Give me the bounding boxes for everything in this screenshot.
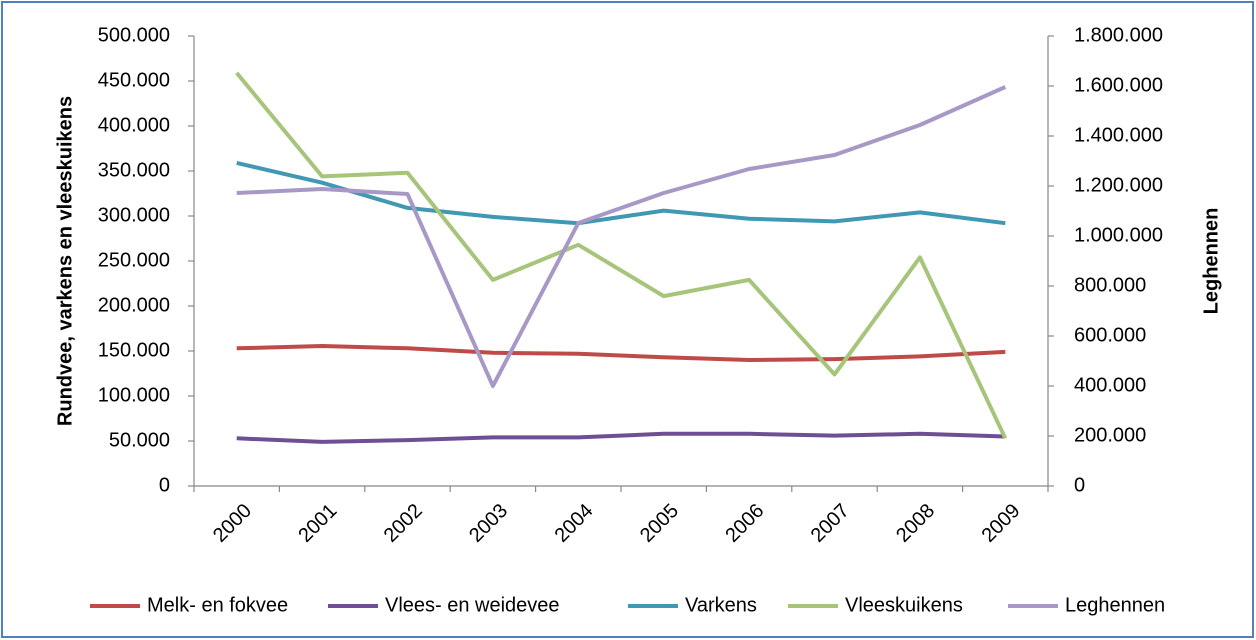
series-line [236,344,1006,362]
y2-tick-label: 800.000 [1074,274,1146,296]
y-tick-label: 150.000 [98,339,170,361]
y-tick-label: 0 [159,474,170,496]
y-tick-label: 350.000 [98,159,170,181]
y-tick-label: 50.000 [109,429,170,451]
y2-tick-label: 1.000.000 [1074,224,1163,246]
y2-tick-label: 1.200.000 [1074,174,1163,196]
series-line [236,85,1007,388]
legend-label: Vlees- en weidevee [385,594,560,616]
y-tick-label: 450.000 [98,69,170,91]
y2-tick-label: 0 [1074,474,1085,496]
series-line [236,160,1006,226]
y-tick-label: 200.000 [98,294,170,316]
y-tick-label: 250.000 [98,249,170,271]
y2-tick-label: 200.000 [1074,424,1146,446]
y-tick-label: 300.000 [98,204,170,226]
y2-tick-label: 600.000 [1074,324,1146,346]
series-line [236,431,1006,444]
y-tick-label: 400.000 [98,114,170,136]
y-tick-label: 100.000 [98,384,170,406]
y-axis-title: Rundvee, varkens en vleeskuikens [54,96,76,426]
legend-label: Vleeskuikens [845,594,963,616]
y2-axis-title: Leghennen [1200,208,1222,315]
legend-label: Leghennen [1065,594,1165,616]
legend-label: Melk- en fokvee [147,594,288,616]
y2-tick-label: 1.800.000 [1074,24,1163,46]
series-line [235,71,1008,440]
legend-label: Varkens [685,594,757,616]
y-tick-label: 500.000 [98,24,170,46]
y2-tick-label: 400.000 [1074,374,1146,396]
y2-tick-label: 1.600.000 [1074,74,1163,96]
y2-tick-label: 1.400.000 [1074,124,1163,146]
